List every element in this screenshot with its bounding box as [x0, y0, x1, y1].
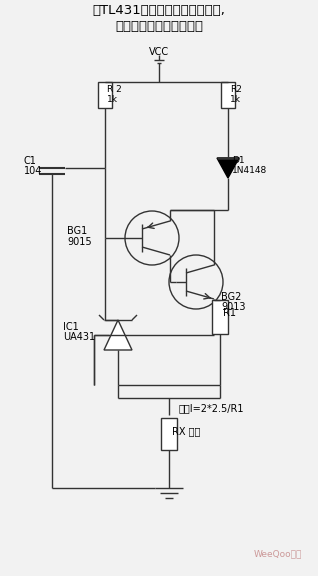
- Polygon shape: [217, 158, 239, 178]
- Text: R1: R1: [223, 308, 236, 318]
- Text: R2: R2: [230, 85, 242, 94]
- Bar: [212, 300, 228, 334]
- Polygon shape: [104, 320, 132, 350]
- Bar: [98, 82, 112, 108]
- Text: R 2: R 2: [107, 85, 122, 94]
- Text: 精度和温度特性都很好。: 精度和温度特性都很好。: [115, 20, 203, 33]
- Bar: [221, 82, 235, 108]
- Text: 9013: 9013: [221, 302, 245, 312]
- Text: BG1: BG1: [67, 226, 87, 236]
- Text: D1: D1: [232, 156, 245, 165]
- Text: C1: C1: [24, 156, 37, 166]
- Text: 9015: 9015: [67, 237, 92, 247]
- Text: 电流I=2*2.5/R1: 电流I=2*2.5/R1: [179, 403, 245, 413]
- Text: UA431: UA431: [63, 332, 95, 342]
- Text: BG2: BG2: [221, 292, 241, 302]
- Bar: [161, 418, 177, 450]
- Text: IC1: IC1: [63, 322, 79, 332]
- Text: 1k: 1k: [107, 95, 118, 104]
- Text: VCC: VCC: [149, 47, 169, 57]
- Text: 由TL431组成的高精度的恒流源,: 由TL431组成的高精度的恒流源,: [93, 4, 225, 17]
- Text: 104: 104: [24, 166, 42, 176]
- Text: RX 负载: RX 负载: [172, 426, 200, 436]
- Text: 1N4148: 1N4148: [232, 166, 267, 175]
- Text: WeeQoo维库: WeeQoo维库: [254, 549, 302, 558]
- Text: 1k: 1k: [230, 95, 241, 104]
